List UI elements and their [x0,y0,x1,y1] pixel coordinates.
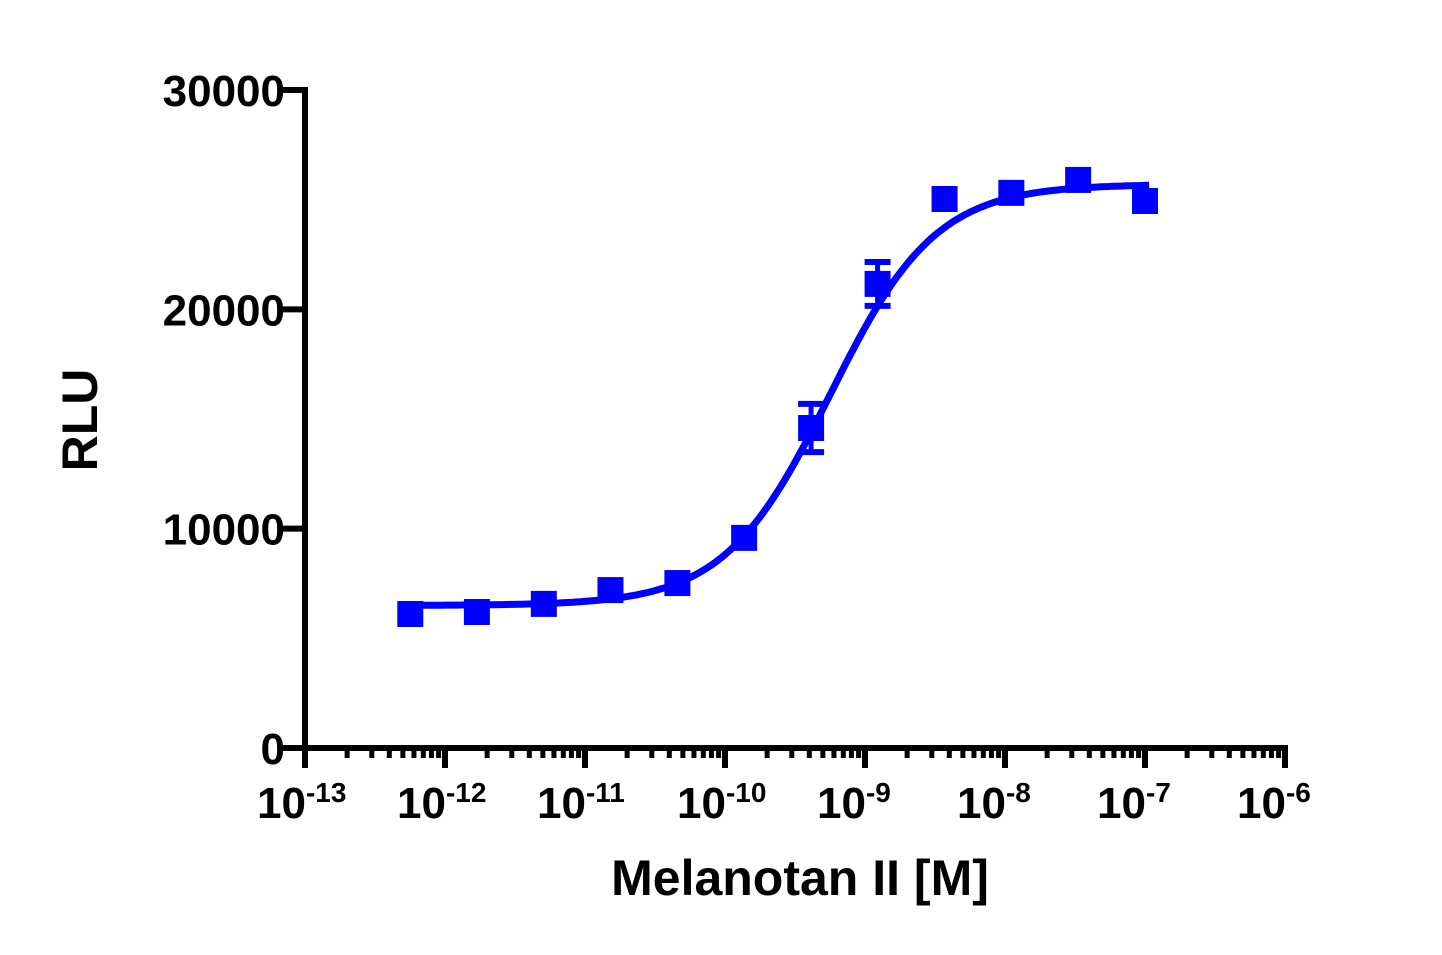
y-tick-label: 20000 [163,286,285,335]
x-tick-label: 10-10 [677,777,766,828]
data-point [931,186,958,213]
y-tick-label: 30000 [163,67,285,116]
x-axis-title: Melanotan II [M] [611,850,989,906]
y-tick-label: 0 [261,725,285,774]
x-tick-label: 10-9 [817,777,891,828]
axes [283,87,1288,768]
data-point [864,270,891,297]
x-tick-labels: 10-13 10-12 10-11 10-10 10-9 10-8 10-7 10-6 [257,777,1311,828]
data-point [530,590,557,617]
data-point [397,600,424,627]
data-point [597,577,624,604]
x-tick-label: 10-6 [1237,777,1311,828]
y-tick-label: 10000 [163,506,285,555]
x-tick-label: 10-8 [957,777,1031,828]
data-point [731,524,758,551]
x-tick-label: 10-11 [537,777,625,828]
x-tick-label: 10-12 [397,777,486,828]
plot-area [397,166,1158,627]
data-point [798,414,825,441]
data-point [1132,187,1158,214]
x-tick-label: 10-7 [1097,777,1171,828]
y-axis-title: RLU [52,369,108,472]
data-point [998,179,1025,206]
fit-curve [406,181,1150,609]
data-point [1065,166,1092,193]
y-tick-labels: 0 10000 20000 30000 [163,67,285,774]
data-point [463,599,490,626]
data-point [664,570,691,597]
x-tick-label: 10-13 [257,777,346,828]
